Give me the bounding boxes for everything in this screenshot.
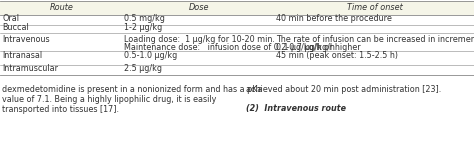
Text: 2.5 μg/kg: 2.5 μg/kg bbox=[124, 64, 162, 73]
Text: Route: Route bbox=[50, 4, 73, 13]
Text: Oral: Oral bbox=[2, 14, 19, 23]
Text: achieved about 20 min post administration [23].: achieved about 20 min post administratio… bbox=[246, 86, 442, 94]
Text: value of 7.1. Being a highly lipophilic drug, it is easily: value of 7.1. Being a highly lipophilic … bbox=[2, 95, 217, 105]
Text: The rate of infusion can be increased in increments of: The rate of infusion can be increased in… bbox=[276, 35, 474, 44]
Text: transported into tissues [17].: transported into tissues [17]. bbox=[2, 106, 119, 114]
Text: 0.5 mg/kg: 0.5 mg/kg bbox=[124, 14, 165, 23]
Text: Intravenous: Intravenous bbox=[2, 35, 50, 44]
Text: 1-2 μg/kg: 1-2 μg/kg bbox=[124, 23, 163, 32]
Text: Intramuscular: Intramuscular bbox=[2, 64, 58, 73]
Text: Maintenance dose:   infusion dose of 0.2-0.7 μg/kg/h: Maintenance dose: infusion dose of 0.2-0… bbox=[124, 42, 335, 52]
Text: 0.1 μg/kg/h or higher: 0.1 μg/kg/h or higher bbox=[276, 42, 361, 52]
Text: 0.5-1.0 μg/kg: 0.5-1.0 μg/kg bbox=[124, 51, 177, 60]
Text: Loading dose:  1 μg/kg for 10-20 min.: Loading dose: 1 μg/kg for 10-20 min. bbox=[124, 35, 275, 44]
Text: dexmedetomidine is present in a nonionized form and has a pKa: dexmedetomidine is present in a nonioniz… bbox=[2, 86, 263, 94]
Text: Time of onset: Time of onset bbox=[346, 4, 402, 13]
Text: Buccal: Buccal bbox=[2, 23, 29, 32]
Text: (2)  Intravenous route: (2) Intravenous route bbox=[246, 104, 346, 113]
Text: 40 min before the procedure: 40 min before the procedure bbox=[276, 14, 392, 23]
Text: Dose: Dose bbox=[189, 4, 210, 13]
Text: 45 min (peak onset: 1.5-2.5 h): 45 min (peak onset: 1.5-2.5 h) bbox=[276, 51, 398, 60]
FancyBboxPatch shape bbox=[0, 1, 474, 15]
Text: Intranasal: Intranasal bbox=[2, 51, 43, 60]
